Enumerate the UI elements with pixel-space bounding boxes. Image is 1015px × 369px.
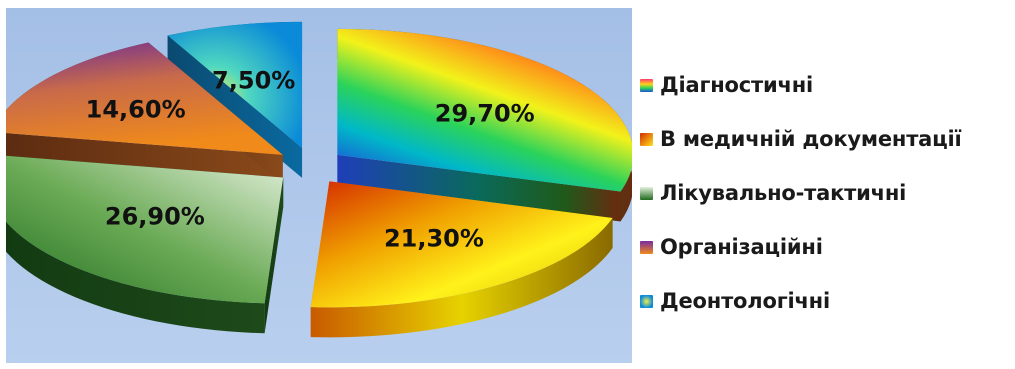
pie-slice-top	[0, 42, 283, 155]
legend-swatch-icon	[640, 294, 653, 308]
chart-plot-area: 29,70% 21,30% 26,90% 14,60% 7,50%	[0, 8, 634, 363]
legend-label: Лікувально-тактичні	[660, 181, 907, 205]
pie-slice-wall	[337, 154, 621, 222]
legend-item-1: Діагностичні	[640, 58, 1012, 112]
pie-slice-top	[337, 28, 634, 192]
pie-slice-5	[167, 21, 303, 178]
pie-slice-3	[0, 155, 284, 334]
legend-item-2: В медичній документації	[640, 112, 1012, 166]
legend-item-4: Організаційні	[640, 220, 1012, 274]
legend-item-5: Деонтологічні	[640, 274, 1012, 328]
pie-slice-wall	[264, 177, 284, 334]
pie-slice-top	[167, 21, 303, 148]
data-label-4: 14,60%	[86, 96, 186, 124]
legend-label: Деонтологічні	[660, 289, 830, 313]
data-label-5: 7,50%	[212, 66, 295, 94]
pie-slice-1	[337, 28, 634, 222]
pie-slice-2	[310, 181, 613, 338]
legend-swatch-icon	[640, 78, 653, 92]
pie-slice-top	[0, 155, 284, 304]
legend-swatch-icon	[640, 186, 653, 200]
pie-slice-top	[310, 181, 613, 308]
data-label-3: 26,90%	[105, 202, 205, 230]
data-label-2: 21,30%	[384, 224, 484, 252]
pie-slice-rim	[0, 214, 265, 334]
pie-slice-rim	[310, 218, 613, 338]
legend-label: Організаційні	[660, 235, 823, 259]
legend-swatch-icon	[640, 240, 653, 254]
chart-legend: Діагностичні В медичній документації Лікув…	[640, 58, 1012, 328]
legend-item-3: Лікувально-тактичні	[640, 166, 1012, 220]
legend-label: Діагностичні	[660, 73, 814, 97]
pie-chart: 29,70% 21,30% 26,90% 14,60% 7,50%	[0, 8, 634, 363]
data-label-1: 29,70%	[435, 100, 535, 128]
legend-swatch-icon	[640, 132, 653, 146]
pie-slice-wall	[167, 35, 303, 178]
pie-slice-wall	[0, 132, 283, 185]
legend-label: В медичній документації	[660, 127, 962, 151]
pie-slice-4	[0, 42, 283, 185]
